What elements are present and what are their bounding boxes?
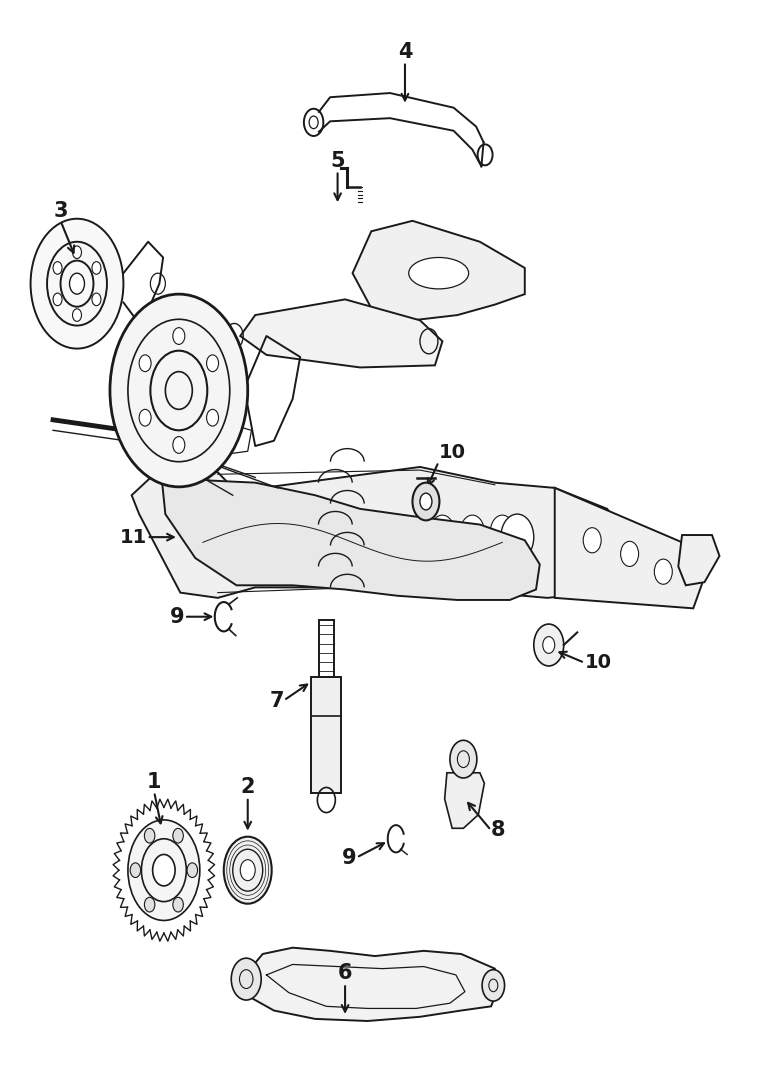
Circle shape	[460, 515, 484, 549]
Circle shape	[621, 541, 639, 566]
Text: 10: 10	[585, 654, 612, 672]
Circle shape	[187, 863, 197, 877]
Circle shape	[128, 820, 200, 921]
Circle shape	[173, 327, 185, 345]
Circle shape	[534, 624, 564, 666]
Text: 3: 3	[53, 201, 68, 220]
Circle shape	[30, 218, 123, 349]
Circle shape	[420, 493, 432, 509]
Polygon shape	[161, 475, 540, 600]
Polygon shape	[679, 535, 719, 585]
Circle shape	[92, 293, 101, 305]
Polygon shape	[353, 220, 525, 321]
Circle shape	[583, 528, 601, 553]
Circle shape	[144, 828, 155, 843]
Text: 6: 6	[338, 963, 353, 983]
Circle shape	[153, 854, 175, 886]
Circle shape	[431, 515, 455, 549]
Circle shape	[173, 436, 185, 454]
Text: 4: 4	[398, 41, 412, 61]
Ellipse shape	[409, 257, 469, 289]
Circle shape	[53, 293, 62, 305]
Circle shape	[413, 482, 439, 520]
Circle shape	[224, 837, 271, 903]
Circle shape	[501, 514, 534, 560]
Circle shape	[73, 309, 81, 322]
Bar	[319, 620, 334, 678]
Circle shape	[207, 355, 218, 372]
Circle shape	[491, 515, 514, 549]
Circle shape	[482, 970, 505, 1002]
Circle shape	[207, 409, 218, 427]
Circle shape	[654, 559, 672, 585]
Text: 8: 8	[491, 820, 505, 840]
Circle shape	[73, 245, 81, 259]
Text: 9: 9	[169, 607, 184, 626]
Polygon shape	[555, 488, 704, 609]
Polygon shape	[445, 772, 484, 828]
Polygon shape	[132, 467, 629, 598]
Text: 5: 5	[330, 151, 345, 170]
Circle shape	[240, 860, 255, 880]
Circle shape	[173, 897, 183, 912]
Bar	[311, 678, 342, 793]
Circle shape	[139, 355, 151, 372]
Text: 1: 1	[147, 771, 161, 792]
Circle shape	[144, 897, 155, 912]
Circle shape	[69, 273, 84, 295]
Circle shape	[53, 262, 62, 274]
Circle shape	[450, 741, 477, 778]
Circle shape	[543, 637, 555, 654]
Text: 9: 9	[342, 848, 356, 867]
Circle shape	[173, 828, 183, 843]
Text: 7: 7	[269, 691, 284, 710]
Text: 2: 2	[240, 777, 255, 796]
Polygon shape	[240, 299, 442, 368]
Circle shape	[110, 295, 248, 487]
Text: 11: 11	[119, 528, 147, 547]
Circle shape	[139, 409, 151, 427]
Circle shape	[231, 958, 261, 1000]
Polygon shape	[244, 948, 498, 1021]
Circle shape	[130, 863, 140, 877]
Text: 10: 10	[438, 443, 466, 461]
Circle shape	[92, 262, 101, 274]
